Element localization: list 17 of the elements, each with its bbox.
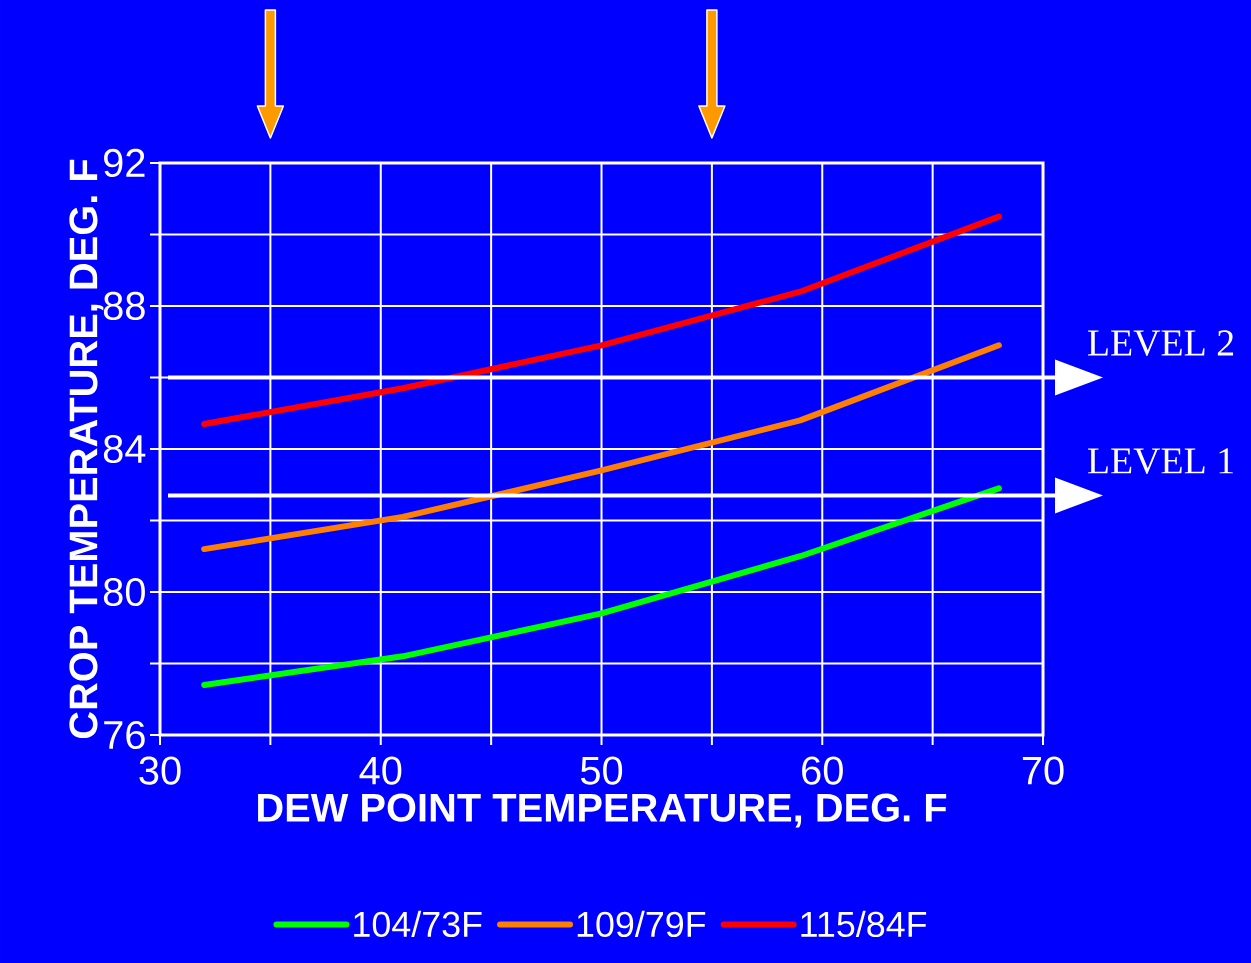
ref-line-label: LEVEL 1 bbox=[1087, 448, 1233, 474]
x-tick-label: 30 bbox=[139, 756, 181, 785]
y-axis-title: CROP TEMPERATURE, DEG. F bbox=[69, 159, 104, 739]
legend-label: 109/79F bbox=[577, 910, 706, 938]
x-axis-title: DEW POINT TEMPERATURE, DEG. F bbox=[258, 793, 947, 828]
y-tick-label: 76 bbox=[104, 720, 145, 750]
ref-line-label: LEVEL 2 bbox=[1087, 330, 1234, 356]
x-tick-label: 70 bbox=[1022, 756, 1064, 785]
y-tick-label: 88 bbox=[103, 291, 145, 321]
legend-label: 104/73F bbox=[354, 910, 482, 938]
x-tick-label: 40 bbox=[359, 756, 402, 785]
legend-label: 115/84F bbox=[801, 910, 927, 938]
x-tick-label: 50 bbox=[580, 756, 623, 785]
x-tick-label: 60 bbox=[802, 756, 843, 785]
y-tick-label: 84 bbox=[103, 434, 146, 464]
y-tick-label: 80 bbox=[103, 577, 145, 607]
y-tick-label: 92 bbox=[104, 148, 145, 178]
